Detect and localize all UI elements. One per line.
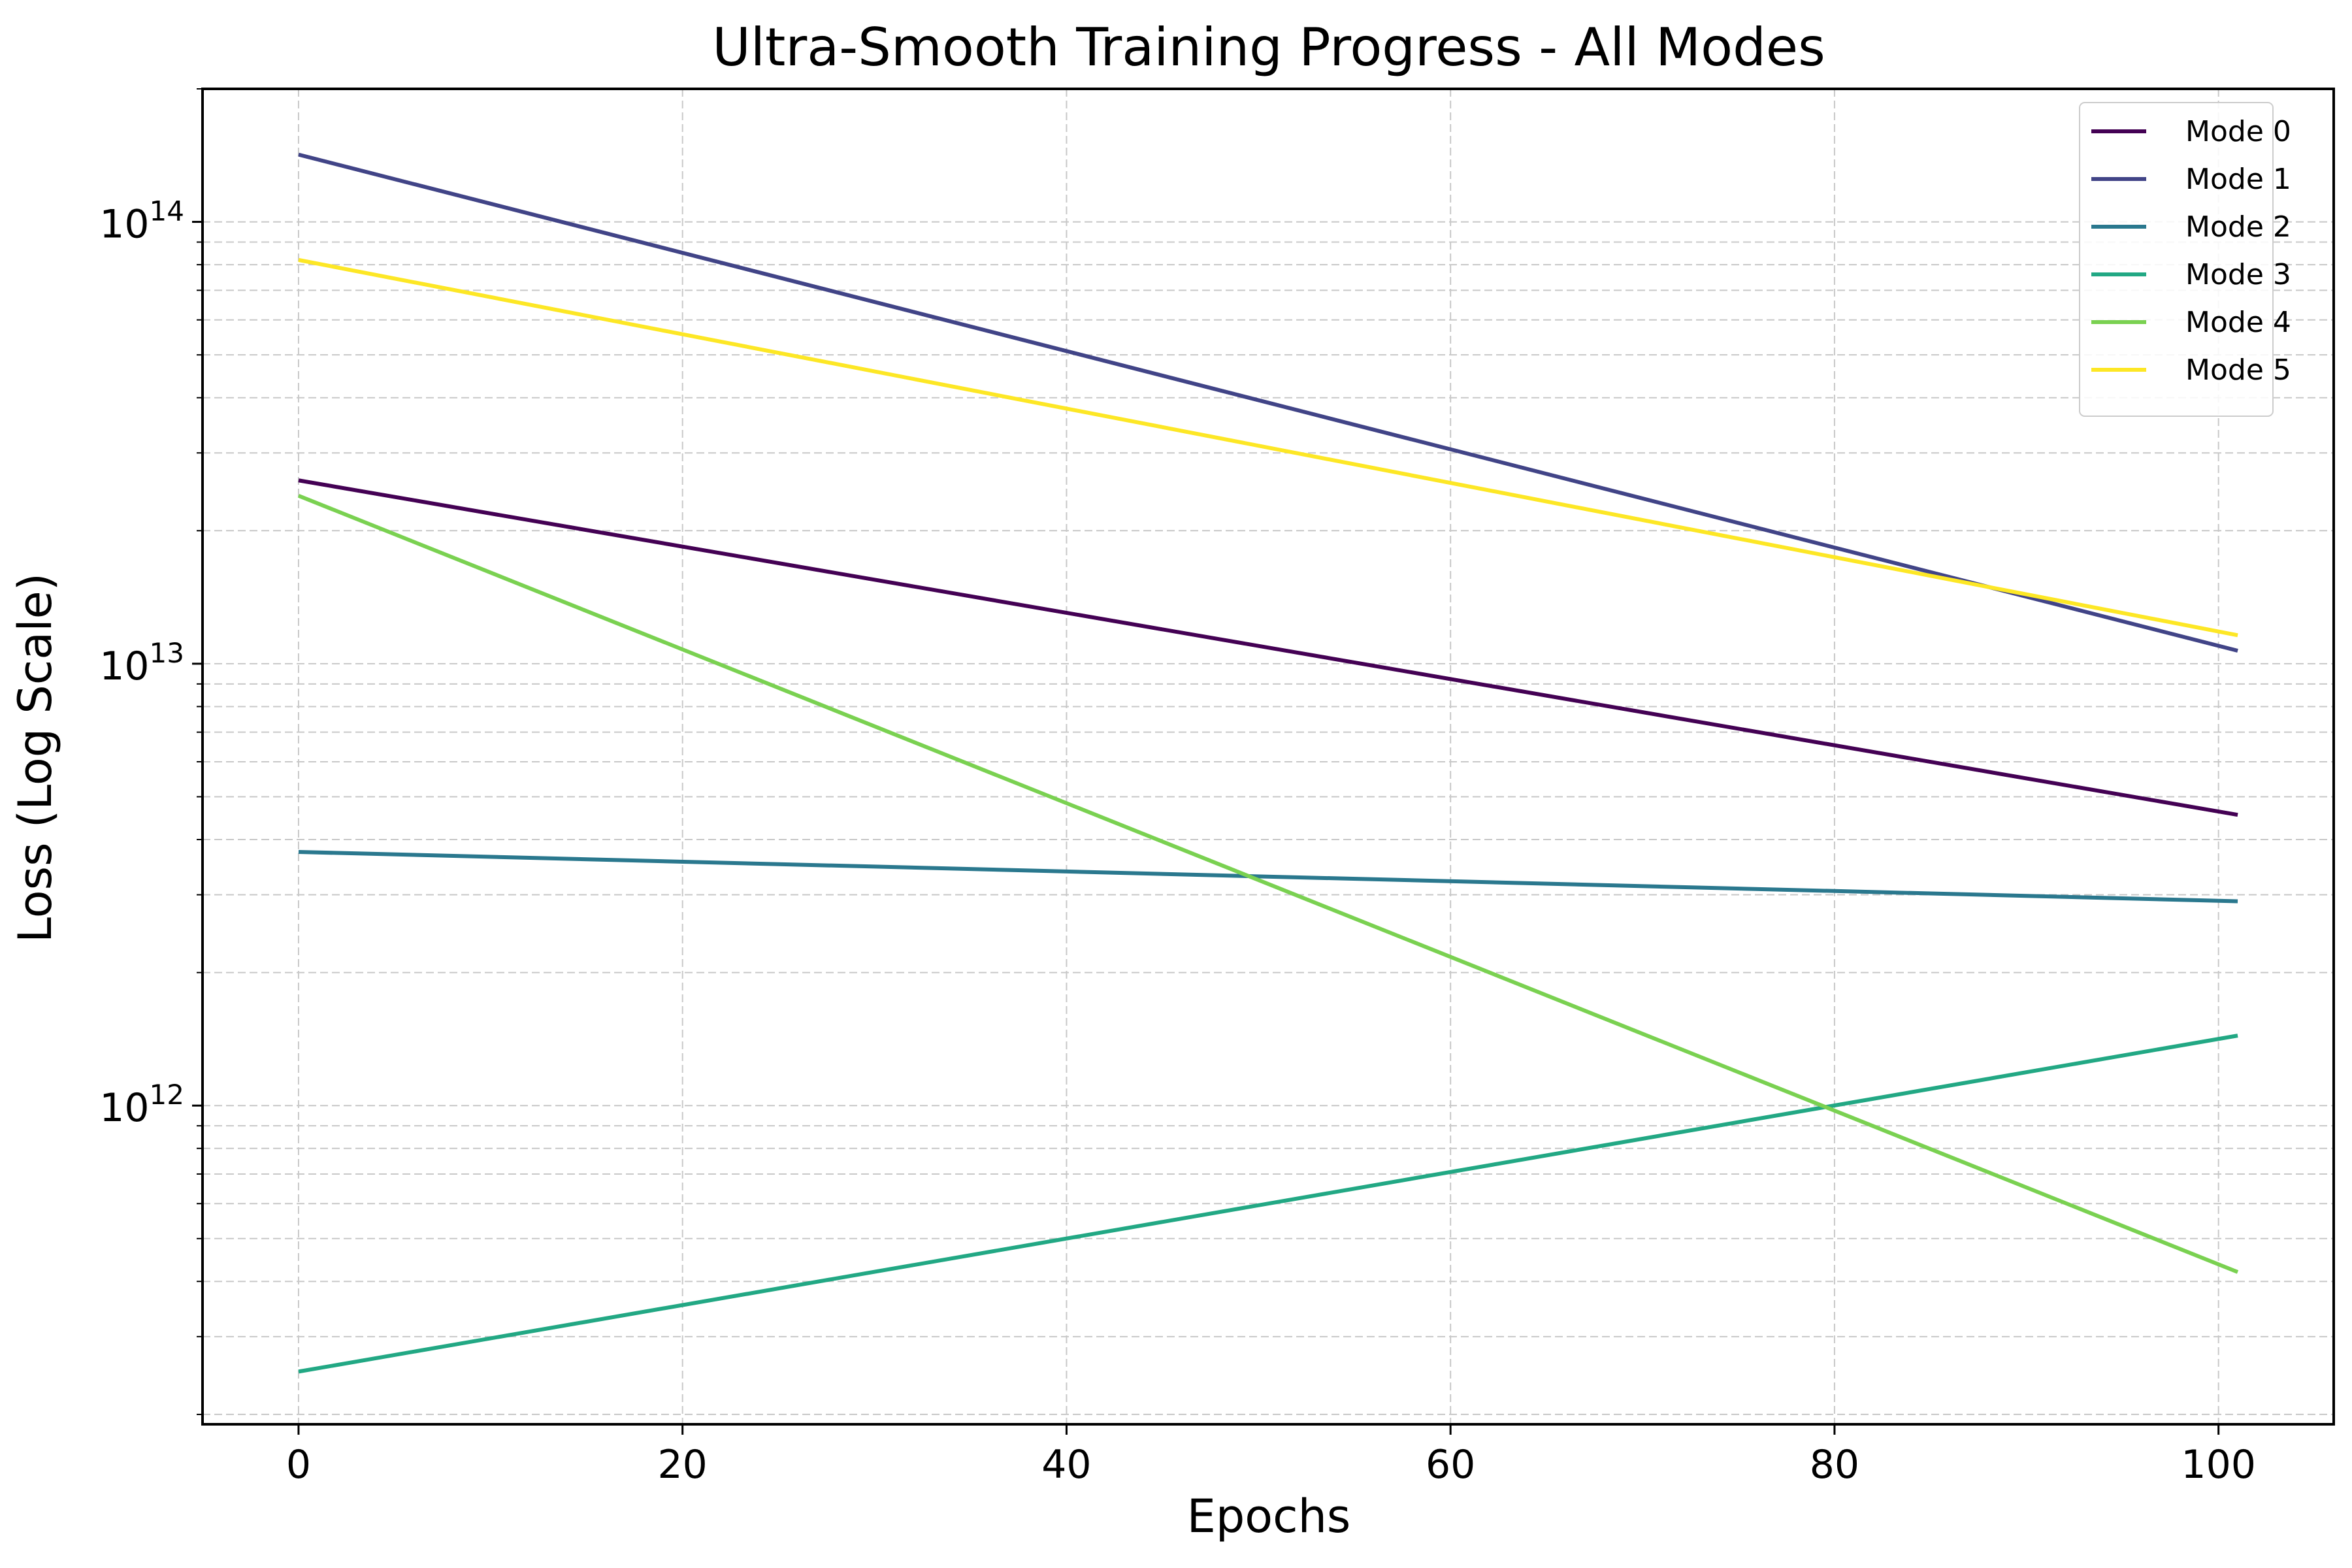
series-line-mode-5: [298, 257, 2238, 638]
legend-label: Mode 0: [2185, 115, 2291, 148]
series-line-mode-1: [298, 152, 2238, 653]
axis-ticks: 0 20 40 60 80 100 1012 1013 1014: [99, 88, 2256, 1488]
y-tick-label: 1014: [99, 195, 184, 248]
x-tick-label: 20: [658, 1442, 708, 1488]
legend-label: Mode 4: [2185, 306, 2291, 339]
legend-label: Mode 5: [2185, 353, 2291, 387]
plot-frame: [201, 88, 2335, 1426]
grid: [203, 88, 2334, 1424]
x-tick-label: 40: [1041, 1442, 1091, 1488]
legend-label: Mode 1: [2185, 163, 2291, 196]
series-line-mode-3: [298, 1034, 2238, 1374]
y-tick-label: 1012: [99, 1079, 184, 1131]
chart-title: Ultra-Smooth Training Progress - All Mod…: [712, 17, 1825, 78]
legend-label: Mode 2: [2185, 210, 2291, 244]
legend-label: Mode 3: [2185, 258, 2291, 291]
series-line-mode-4: [297, 493, 2239, 1274]
x-tick-label: 0: [286, 1442, 311, 1488]
series-line-mode-0: [298, 478, 2238, 817]
legend: Mode 0 Mode 1 Mode 2 Mode 3 Mode 4 Mode 5: [2079, 102, 2291, 417]
x-tick-label: 80: [1810, 1442, 1859, 1488]
x-tick-label: 100: [2181, 1442, 2256, 1488]
x-axis-title: Epochs: [1187, 1490, 1351, 1543]
series-line-mode-2: [298, 849, 2238, 904]
y-tick-label: 1013: [99, 637, 184, 689]
series-lines: [297, 152, 2239, 1374]
x-tick-label: 60: [1426, 1442, 1475, 1488]
y-axis-title: Loss (Log Scale): [8, 573, 62, 943]
